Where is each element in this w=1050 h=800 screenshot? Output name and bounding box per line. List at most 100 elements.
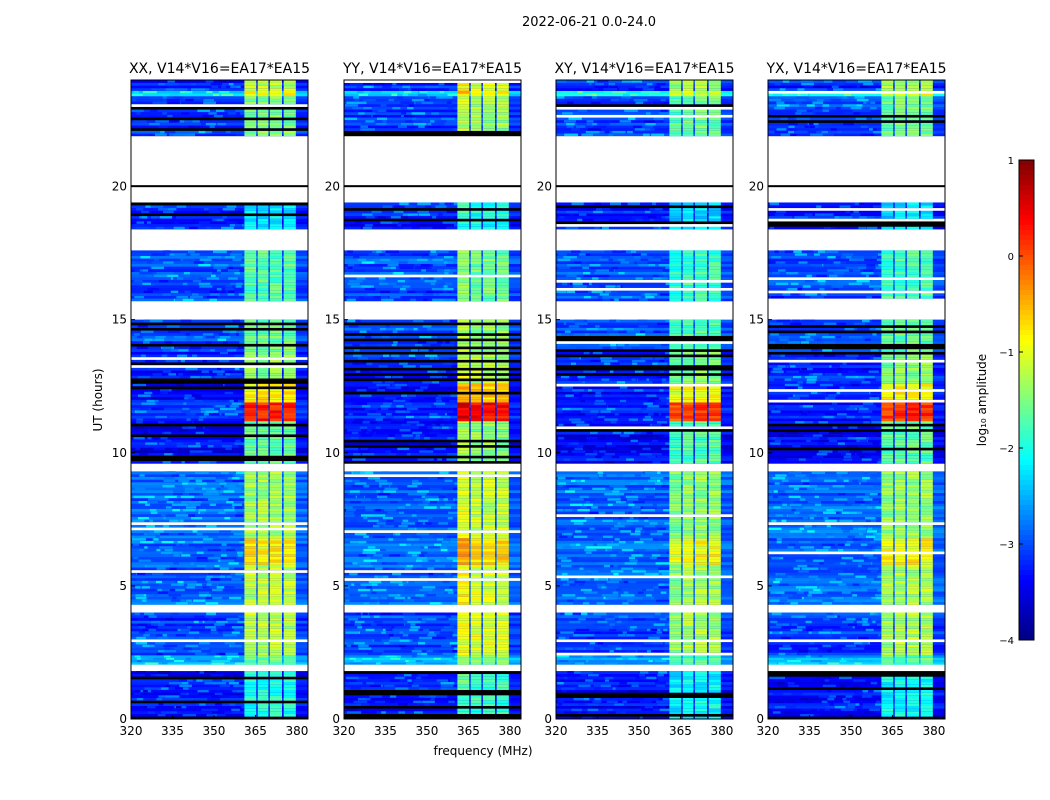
heatmap-cell — [644, 471, 658, 475]
rfi-strip-cell — [257, 90, 269, 94]
rfi-strip-cell — [470, 599, 482, 603]
rfi-strip-cell — [496, 324, 509, 328]
heatmap-cell — [632, 551, 640, 554]
rfi-strip-cell — [283, 370, 296, 374]
heatmap-cell — [205, 625, 216, 629]
heatmap-cell — [439, 95, 453, 99]
rfi-strip-cell — [682, 553, 694, 557]
rfi-strip-cell — [482, 396, 496, 400]
rfi-strip-cell — [244, 114, 257, 118]
heatmap-row — [344, 689, 521, 693]
rfi-strip-cell — [283, 426, 296, 430]
rfi-strip-cell — [496, 106, 509, 110]
rfi-strip-cell — [682, 673, 694, 677]
heatmap-cell — [375, 375, 389, 379]
rfi-strip-cell — [682, 631, 694, 635]
heatmap-cell — [634, 370, 644, 373]
rfi-strip-cell — [244, 226, 257, 230]
heatmap-cell — [383, 641, 390, 645]
heatmap-cell — [166, 98, 180, 102]
heatmap-cell — [440, 506, 451, 509]
rfi-strip-cell — [244, 612, 257, 616]
heatmap-cell — [188, 383, 196, 387]
heatmap-cell — [216, 492, 222, 496]
rfi-strip-cell — [470, 588, 482, 592]
rfi-strip-cell — [470, 596, 482, 600]
heatmap-row — [131, 601, 308, 605]
heatmap-row — [556, 697, 733, 701]
heatmap-cell — [163, 261, 174, 264]
rfi-strip-cell — [694, 503, 708, 507]
heatmap-cell — [197, 689, 209, 693]
rfi-strip-cell — [269, 545, 283, 549]
rfi-strip-cell — [470, 127, 482, 131]
heatmap-cell — [134, 612, 141, 616]
rfi-strip-cell — [257, 479, 269, 483]
rfi-strip-cell — [708, 556, 721, 560]
heatmap-cell — [448, 431, 455, 435]
rfi-strip-cell — [283, 351, 296, 355]
x-tick-label: 320 — [120, 724, 143, 738]
heatmap-cell — [350, 540, 364, 544]
heatmap-cell — [149, 428, 164, 432]
rfi-strip-cell — [482, 575, 496, 579]
rfi-strip-cell — [482, 287, 496, 291]
heatmap-cell — [176, 705, 182, 709]
heatmap-cell — [147, 436, 154, 440]
heatmap-cell — [220, 559, 235, 562]
heatmap-row — [556, 532, 733, 536]
y-tick-label: 20 — [325, 180, 340, 194]
heatmap-cell — [441, 644, 452, 648]
rfi-strip-cell — [244, 705, 257, 709]
rfi-strip-cell — [283, 391, 296, 395]
rfi-strip-cell — [482, 508, 496, 512]
heatmap-cell — [449, 330, 454, 333]
heatmap-cell — [236, 471, 248, 475]
rfi-strip-cell — [457, 210, 470, 214]
rfi-strip-cell — [708, 591, 721, 595]
heatmap-cell — [196, 679, 203, 682]
heatmap-cell — [627, 511, 641, 514]
rfi-strip-cell — [457, 258, 470, 262]
rfi-strip-cell — [283, 689, 296, 693]
heatmap-row — [131, 386, 308, 390]
rfi-strip-cell — [457, 617, 470, 621]
heatmap-cell — [588, 644, 602, 648]
rfi-strip-cell — [694, 703, 708, 706]
heatmap-cell — [595, 631, 602, 634]
rfi-strip-cell — [496, 679, 509, 683]
heatmap-cell — [182, 482, 189, 485]
rfi-strip-cell — [269, 95, 283, 99]
heatmap-cell — [141, 585, 150, 589]
heatmap-cell — [187, 503, 201, 506]
rfi-strip-cell — [269, 367, 283, 371]
heatmap-cell — [163, 479, 176, 483]
heatmap-cell — [161, 269, 170, 272]
rfi-strip-cell — [269, 633, 283, 637]
heatmap-cell — [136, 697, 149, 701]
heatmap-row — [131, 513, 308, 517]
heatmap-row — [344, 319, 521, 323]
rfi-strip-cell — [482, 559, 496, 563]
heatmap-cell — [616, 492, 625, 496]
heatmap-cell — [143, 532, 149, 536]
heatmap-cell — [427, 428, 439, 432]
rfi-strip-cell — [269, 404, 283, 408]
heatmap-cell — [400, 287, 408, 291]
heatmap-cell — [430, 119, 435, 123]
rfi-strip-cell — [708, 460, 721, 464]
rfi-strip-cell — [669, 689, 682, 693]
heatmap-cell — [384, 508, 397, 512]
rfi-strip-cell — [708, 700, 721, 704]
heatmap-cell — [170, 551, 183, 554]
heatmap-cell — [196, 583, 203, 586]
heatmap-cell — [199, 258, 212, 262]
rfi-strip-cell — [257, 628, 269, 632]
rfi-strip-cell — [482, 519, 496, 523]
rfi-strip-cell — [257, 711, 269, 714]
rfi-strip-cell — [257, 279, 269, 283]
rfi-strip-cell — [457, 269, 470, 272]
heatmap-cell — [154, 218, 169, 222]
heatmap-cell — [145, 442, 158, 445]
